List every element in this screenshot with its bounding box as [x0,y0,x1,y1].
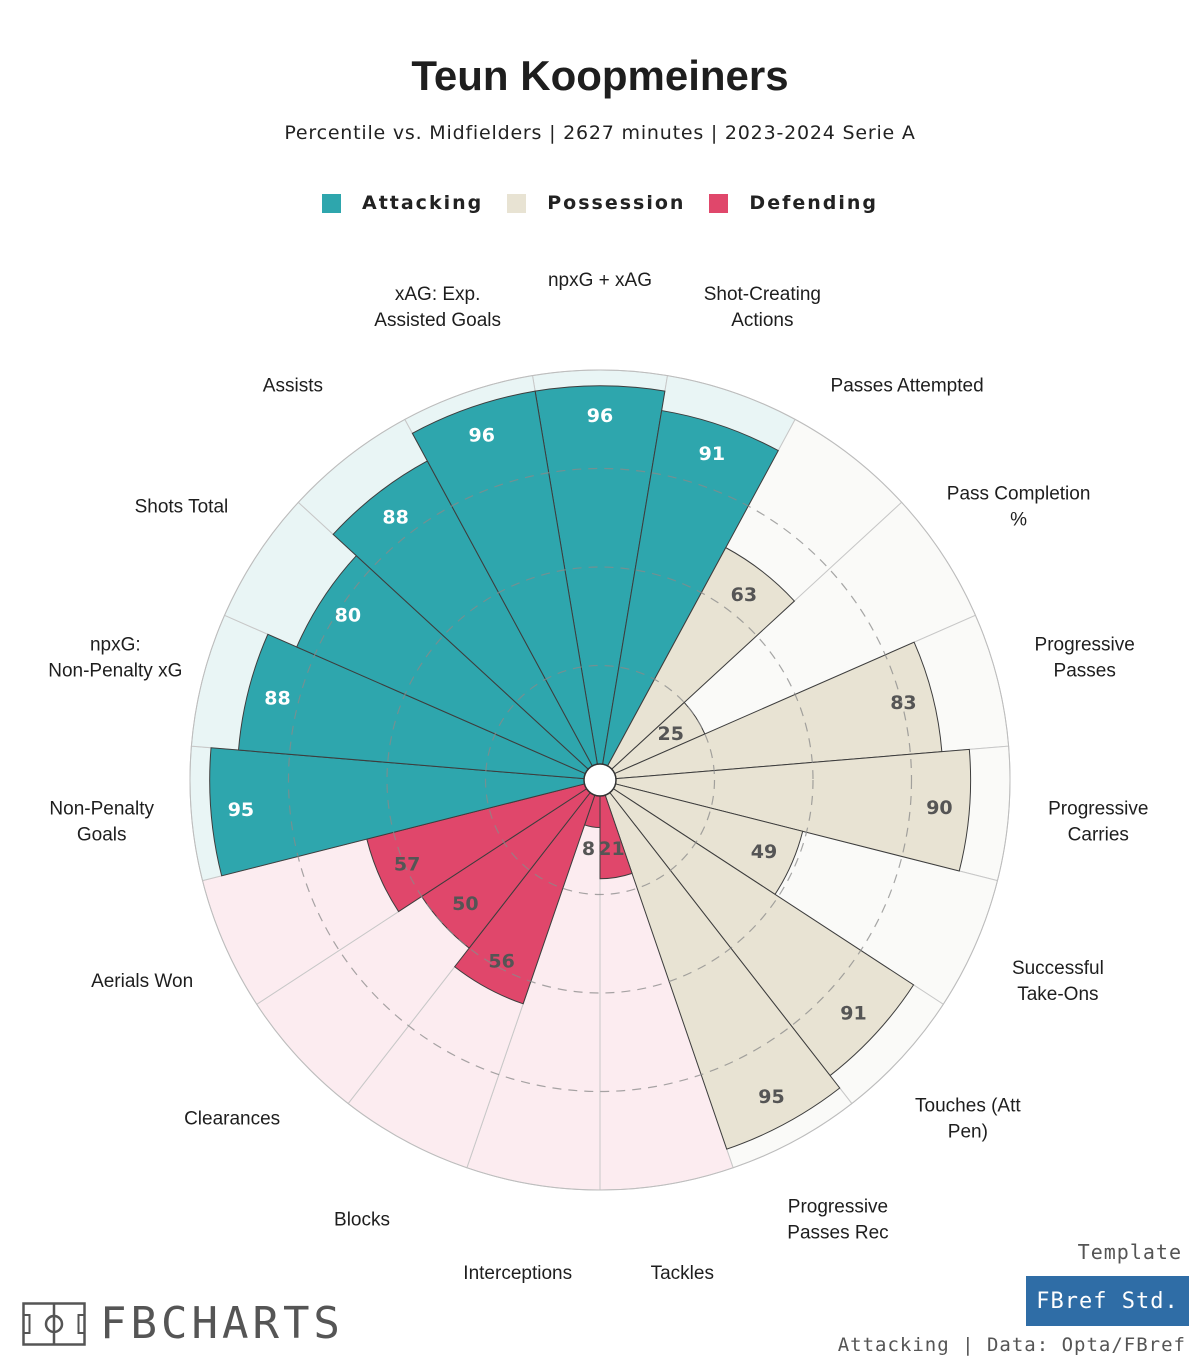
center-hole [583,763,617,797]
brand-text: FBCHARTS [100,1298,344,1349]
value-label-assists: 88 [382,506,408,528]
category-label-progressive-passes-rec: Progressive Passes Rec [787,1196,888,1243]
value-label-shot-creating-actions: 91 [699,443,725,465]
chart-subtitle: Percentile vs. Midfielders | 2627 minute… [284,122,916,144]
value-label-interceptions: 8 [582,838,595,860]
category-label-npxg-xag: npxG + xAG [548,270,652,291]
category-labels: npxG + xAG Shot-Creating Actions Passes Att… [48,270,1148,1284]
value-label-touches-att-pen: 91 [840,1002,866,1024]
outer-boundary [189,369,1011,1191]
value-label-successful-take-ons: 49 [751,841,777,863]
footer-credits: Attacking | Data: Opta/FBref [837,1334,1186,1356]
category-label-non-penalty-goals: Non-Penalty Goals [49,798,154,845]
category-label-pass-completion: Pass Completion% [947,483,1091,530]
category-label-npxg-non-penalty-xg: npxG: Non-Penalty xG [48,634,182,681]
legend-label-possession: Possession [547,192,686,214]
category-label-shots-total: Shots Total [135,496,229,517]
legend: Attacking Possession Defending [0,192,1200,214]
value-label-clearances: 50 [452,893,478,915]
reference-circle-25 [484,664,716,896]
value-label-shots-total: 80 [335,604,361,626]
category-label-progressive-passes: Progressive Passes [1035,634,1135,681]
template-badge: FBref Std. [1026,1276,1189,1326]
template-label: Template [1077,1240,1182,1264]
value-label-progressive-passes: 83 [890,692,916,714]
category-label-blocks: Blocks [334,1209,390,1230]
category-label-aerials-won: Aerials Won [91,970,193,991]
category-label-xag-exp-assisted-goals: xAG: Exp. Assisted Goals [374,284,501,331]
category-label-assists: Assists [263,375,323,396]
value-label-non-penalty-goals: 95 [228,799,254,821]
brand-logo: FBCHARTS [22,1300,344,1348]
bar-wedges [209,385,972,1150]
value-label-npxg-non-penalty-xg: 88 [264,687,290,709]
value-label-xag-exp-assisted-goals: 96 [469,424,495,446]
category-label-touches-att-pen: Touches (Att Pen) [915,1095,1021,1142]
reference-circles [189,369,1011,1191]
value-label-aerials-won: 57 [394,854,420,876]
value-label-tackles: 21 [598,838,624,860]
legend-label-attacking: Attacking [361,192,484,214]
legend-swatch-attacking [321,193,341,213]
value-label-passes-attempted: 63 [731,584,757,606]
legend-item-defending: Defending [709,192,878,214]
value-labels: 96 91 63 25 83 90 49 91 95 218 56 50 57 95 88 80 88 96 [228,405,953,1108]
category-label-successful-take-ons: Successful Take-Ons [1012,957,1104,1004]
category-label-progressive-carries: Progressive Carries [1048,798,1148,845]
category-label-shot-creating-actions: Shot-Creating Actions [704,284,821,331]
legend-swatch-defending [709,193,729,213]
pitch-icon [22,1302,86,1346]
value-label-pass-completion: 25 [658,723,684,745]
legend-item-attacking: Attacking [321,192,484,214]
category-label-interceptions: Interceptions [463,1263,572,1284]
chart-title: Teun Koopmeiners [411,52,789,99]
reference-circle-75 [287,467,913,1093]
value-label-progressive-passes-rec: 95 [758,1086,784,1108]
legend-item-possession: Possession [507,192,685,214]
category-label-passes-attempted: Passes Attempted [831,375,984,396]
value-label-progressive-carries: 90 [926,797,952,819]
category-label-clearances: Clearances [184,1108,280,1129]
category-label-tackles: Tackles [651,1263,714,1284]
legend-label-defending: Defending [749,192,878,214]
reference-circle-50 [386,566,814,994]
value-label-npxg-xag: 96 [587,405,613,427]
value-label-blocks: 56 [488,951,514,973]
legend-swatch-possession [507,193,527,213]
